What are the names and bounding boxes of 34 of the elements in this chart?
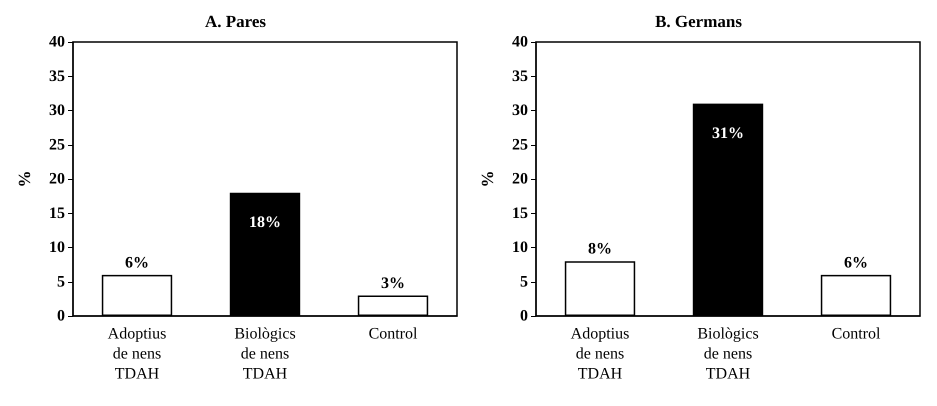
y-tick-label: 15 bbox=[512, 204, 528, 222]
y-tick-label: 20 bbox=[49, 170, 65, 188]
data-label: 3% bbox=[381, 274, 405, 292]
data-label: 18% bbox=[249, 214, 281, 232]
y-tick-label: 35 bbox=[49, 68, 65, 85]
y-tick-label: 30 bbox=[49, 102, 65, 119]
y-tick-label: 20 bbox=[512, 170, 528, 188]
data-label: 31% bbox=[712, 125, 744, 142]
y-tick-label: 25 bbox=[512, 136, 528, 154]
y-tick-label: 0 bbox=[520, 308, 528, 324]
x-tick-label: Biològics de nens TDAH bbox=[234, 326, 296, 382]
y-tick-label: 10 bbox=[49, 239, 65, 256]
y-tick-label: 10 bbox=[512, 239, 528, 256]
data-label: 8% bbox=[588, 240, 612, 258]
y-tick-label: 40 bbox=[49, 34, 65, 50]
data-label: 6% bbox=[844, 254, 868, 272]
y-axis-title: % bbox=[478, 170, 497, 188]
data-label: 6% bbox=[125, 254, 149, 272]
x-tick-label: Biològics de nens TDAH bbox=[697, 326, 759, 382]
y-tick-label: 30 bbox=[512, 102, 528, 119]
y-tick-label: 5 bbox=[57, 273, 65, 290]
y-tick-label: 25 bbox=[49, 136, 65, 154]
y-tick-label: 35 bbox=[512, 68, 528, 85]
y-tick-label: 40 bbox=[512, 34, 528, 50]
y-axis-title: % bbox=[15, 170, 34, 188]
x-tick-label: Adoptius de nens TDAH bbox=[108, 326, 166, 382]
y-tick-label: 0 bbox=[57, 308, 65, 324]
y-tick-label: 15 bbox=[49, 204, 65, 222]
y-tick-label: 5 bbox=[520, 273, 528, 290]
x-tick-label: Control bbox=[832, 326, 881, 342]
chart-title: B. Germans bbox=[655, 12, 742, 31]
chart-title: A. Pares bbox=[204, 12, 266, 31]
x-tick-label: Adoptius de nens TDAH bbox=[570, 326, 630, 382]
x-tick-label: Control bbox=[368, 326, 418, 342]
